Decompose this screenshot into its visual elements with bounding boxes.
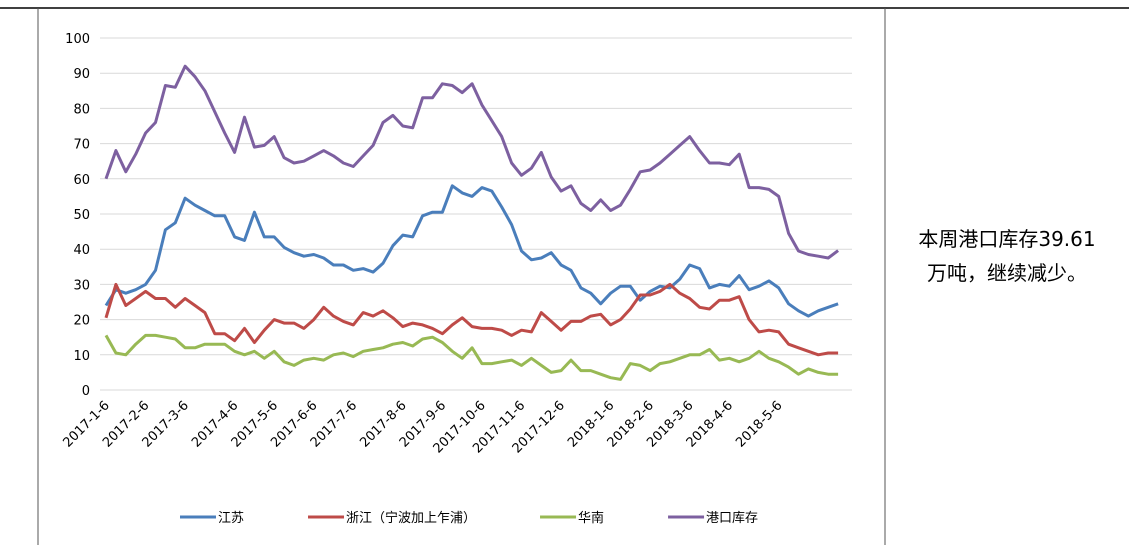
annotation: 本周港口库存39.61 万吨，继续减少。 (918, 227, 1096, 285)
series-line (104, 333, 839, 381)
series-line (104, 64, 839, 260)
legend-label: 华南 (578, 510, 604, 526)
legend-label: 浙江（宁波加上乍浦） (346, 510, 476, 526)
y-tick-label: 40 (73, 243, 90, 258)
series-line (104, 184, 839, 318)
y-tick-label: 10 (73, 349, 90, 364)
y-tick-label: 20 (73, 314, 90, 329)
y-tick-label: 100 (65, 32, 90, 47)
y-tick-label: 70 (73, 138, 90, 153)
legend-label: 江苏 (218, 510, 244, 526)
y-tick-label: 80 (73, 102, 90, 117)
y-tick-label: 0 (82, 384, 90, 399)
x-tick-label: 2018-5-6 (733, 398, 785, 450)
y-tick-label: 50 (73, 208, 90, 223)
series-line (104, 282, 839, 357)
y-tick-label: 30 (73, 278, 90, 293)
y-tick-label: 90 (73, 67, 90, 82)
legend-label: 港口库存 (706, 510, 758, 526)
y-tick-label: 60 (73, 173, 90, 188)
